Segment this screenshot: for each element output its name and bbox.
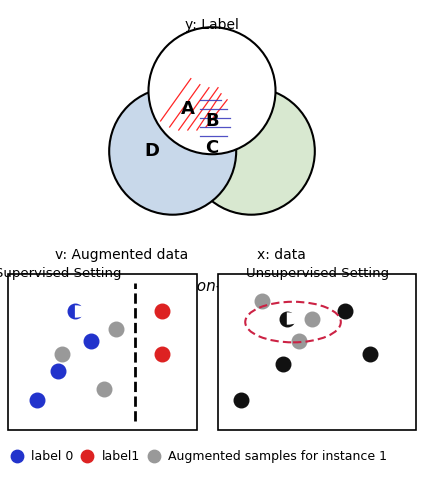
Text: label 0: label 0 [31,450,74,463]
Point [55,367,61,375]
Circle shape [148,27,276,154]
Point [34,396,41,404]
Text: Augmented samples for instance 1: Augmented samples for instance 1 [168,450,388,463]
Point [296,338,303,346]
Text: Supervised Setting: Supervised Setting [0,267,122,280]
Point [72,307,78,316]
Wedge shape [287,312,301,325]
Text: x: data: x: data [257,248,306,262]
Text: Unsupervised Setting: Unsupervised Setting [246,267,390,280]
Circle shape [188,88,315,215]
Text: label1: label1 [102,450,140,463]
Point [84,452,91,460]
Point [342,307,349,316]
Point [279,360,286,368]
Point [113,325,120,333]
Point [366,350,373,358]
Text: v: Augmented data: v: Augmented data [55,248,188,262]
Text: y: Label: y: Label [185,18,239,32]
Point [159,350,165,358]
Point [59,350,66,358]
Text: D: D [144,142,159,160]
Point [100,385,107,393]
Point [159,307,165,316]
Point [308,314,315,323]
FancyBboxPatch shape [218,274,416,429]
Point [151,452,157,460]
FancyBboxPatch shape [8,274,198,429]
Point [283,314,290,323]
Wedge shape [75,305,89,318]
Text: A: A [181,100,195,118]
Text: C: C [205,139,219,157]
Point [259,297,265,305]
Text: B: B [205,112,219,130]
Point [88,338,95,346]
Text: (a)  Information-aware criteria: (a) Information-aware criteria [96,278,328,293]
Point [13,452,20,460]
Circle shape [109,88,236,215]
Point [238,396,245,404]
